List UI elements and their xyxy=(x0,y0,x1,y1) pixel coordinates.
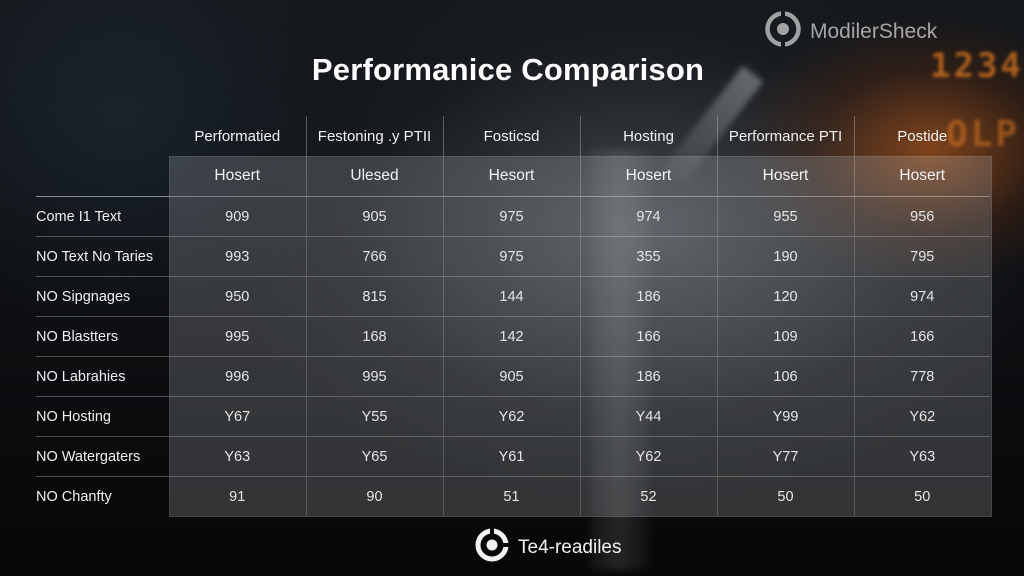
column-subheader: Hosert xyxy=(716,156,854,197)
column-subheader: Hosert xyxy=(579,156,717,197)
footer-text: Te4-readiles xyxy=(518,536,622,558)
brand-watermark: ModilerSheck xyxy=(764,10,937,53)
table-cell: 190 xyxy=(716,236,854,277)
table-cell: Y99 xyxy=(716,396,854,437)
table-cell: Y77 xyxy=(716,436,854,477)
row-label: NO Text No Taries xyxy=(36,236,169,277)
table-row: NO Watergaters Y63 Y65 Y61 Y62 Y77 Y63 xyxy=(36,436,990,477)
table-cell: Y44 xyxy=(579,396,717,437)
target-logo-icon xyxy=(764,10,802,53)
table-cell: 52 xyxy=(579,476,717,516)
table-row: NO Text No Taries 993 766 975 355 190 795 xyxy=(36,236,990,277)
column-header: Fosticsd xyxy=(442,116,580,156)
table-cell: 956 xyxy=(853,196,990,237)
table-cell: Y65 xyxy=(305,436,443,477)
row-label: NO Blastters xyxy=(36,316,169,357)
table-cell: Y63 xyxy=(169,436,306,477)
column-subheader: Ulesed xyxy=(305,156,443,197)
table-corner xyxy=(36,116,169,156)
table-cell: 90 xyxy=(305,476,443,516)
table-cell: 974 xyxy=(579,196,717,237)
table-body: Come I1 Text 909 905 975 974 955 956 NO Text No… xyxy=(36,196,990,516)
column-header: Hosting xyxy=(579,116,717,156)
table-cell: 955 xyxy=(716,196,854,237)
table-cell: 186 xyxy=(579,276,717,317)
table-cell: 355 xyxy=(579,236,717,277)
table-row: NO Labrahies 996 995 905 186 106 778 xyxy=(36,356,990,397)
row-label: NO Sipgnages xyxy=(36,276,169,317)
table-cell: 144 xyxy=(442,276,580,317)
column-header: Postide xyxy=(853,116,990,156)
table-cell: Y61 xyxy=(442,436,580,477)
table-cell: Y62 xyxy=(853,396,990,437)
table-cell: 50 xyxy=(716,476,854,516)
table-cell: 974 xyxy=(853,276,990,317)
table-cell: 905 xyxy=(442,356,580,397)
table-cell: 166 xyxy=(579,316,717,357)
row-label: Come I1 Text xyxy=(36,196,169,237)
row-label: NO Labrahies xyxy=(36,356,169,397)
table-cell: 766 xyxy=(305,236,443,277)
table-cell: 142 xyxy=(442,316,580,357)
table-cell: 996 xyxy=(169,356,306,397)
table-cell: 815 xyxy=(305,276,443,317)
table-cell: 975 xyxy=(442,196,580,237)
table-cell: 106 xyxy=(716,356,854,397)
table-cell: 975 xyxy=(442,236,580,277)
footer-logo: Te4-readiles xyxy=(474,527,622,568)
table-cell: 166 xyxy=(853,316,990,357)
brand-name: ModilerSheck xyxy=(810,19,938,43)
column-header: Performatied xyxy=(194,127,281,145)
table-cell: 778 xyxy=(853,356,990,397)
table-cell: 91 xyxy=(229,488,246,505)
column-header: Performance PTI xyxy=(716,116,854,156)
table-cell: Y67 xyxy=(169,396,306,437)
table-cell: 109 xyxy=(716,316,854,357)
table-row: NO Blastters 995 168 142 166 109 166 xyxy=(36,316,990,357)
table-cell: Y55 xyxy=(305,396,443,437)
table-cell: 909 xyxy=(169,196,306,237)
target-logo-icon xyxy=(474,527,510,568)
table-cell: Y63 xyxy=(853,436,990,477)
table-cell: 51 xyxy=(442,476,580,516)
column-subheader: Hosert xyxy=(853,156,990,197)
column-subheader: Hosert xyxy=(169,156,306,197)
row-label: NO Watergaters xyxy=(36,436,169,477)
table-cell: 50 xyxy=(853,476,990,516)
comparison-table: Performatied Festoning .y PTII Fosticsd … xyxy=(36,116,990,516)
table-corner xyxy=(36,156,169,197)
table-cell: Y62 xyxy=(579,436,717,477)
row-label: NO Chanfty xyxy=(36,488,112,505)
table-row: NO Hosting Y67 Y55 Y62 Y44 Y99 Y62 xyxy=(36,396,990,437)
column-header-row: Performatied Festoning .y PTII Fosticsd … xyxy=(36,116,990,156)
table-cell: Y62 xyxy=(442,396,580,437)
table-cell: 905 xyxy=(305,196,443,237)
table-cell: 995 xyxy=(305,356,443,397)
table-row: NO Chanfty 91 90 51 52 50 50 xyxy=(36,476,990,516)
table-row: NO Sipgnages 950 815 144 186 120 974 xyxy=(36,276,990,317)
table-cell: 186 xyxy=(579,356,717,397)
page-title: Performanice Comparison xyxy=(311,52,705,87)
column-subheader: Hesort xyxy=(442,156,580,197)
column-header: Festoning .y PTII xyxy=(305,116,443,156)
table-cell: 993 xyxy=(169,236,306,277)
table-cell: 795 xyxy=(853,236,990,277)
table-cell: 120 xyxy=(716,276,854,317)
table-cell: 950 xyxy=(169,276,306,317)
column-subheader-row: Hosert Ulesed Hesort Hosert Hosert Hoser… xyxy=(36,156,990,197)
row-label: NO Hosting xyxy=(36,396,169,437)
table-cell: 995 xyxy=(169,316,306,357)
table-row: Come I1 Text 909 905 975 974 955 956 xyxy=(36,196,990,237)
table-cell: 168 xyxy=(305,316,443,357)
